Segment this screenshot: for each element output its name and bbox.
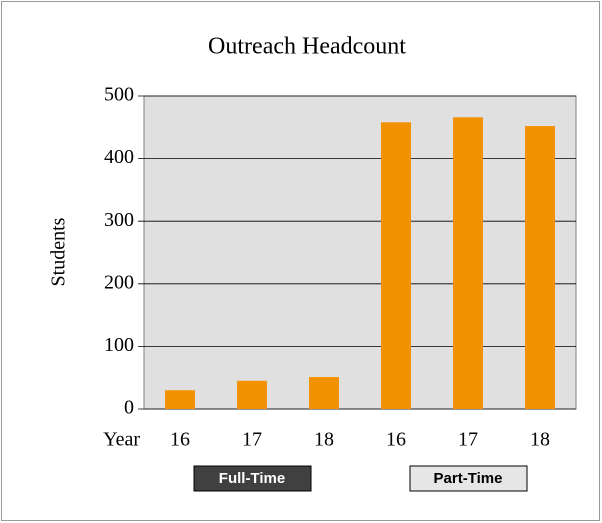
group-label: Part-Time xyxy=(434,470,503,487)
bar xyxy=(453,117,483,409)
group-box xyxy=(193,465,312,492)
group-box xyxy=(409,465,528,492)
group-label: Full-Time xyxy=(219,470,285,487)
x-tick-label: 16 xyxy=(170,429,190,451)
y-tick-label: 100 xyxy=(104,334,134,356)
x-axis-label: Year xyxy=(103,429,140,451)
bar xyxy=(237,380,267,409)
y-tick-label: 300 xyxy=(104,209,134,231)
y-tick-label: 500 xyxy=(104,84,134,106)
plot-area xyxy=(143,95,577,410)
bar xyxy=(165,390,195,409)
y-tick-label: 0 xyxy=(124,397,134,419)
bar xyxy=(309,377,339,409)
chart-title: Outreach Headcount xyxy=(208,34,406,60)
x-tick-label: 16 xyxy=(386,429,406,451)
x-tick-label: 17 xyxy=(242,429,262,451)
x-tick-label: 18 xyxy=(530,429,550,451)
bar xyxy=(525,126,555,409)
x-tick-label: 18 xyxy=(314,429,334,451)
y-axis-label: Students xyxy=(48,217,70,286)
bar xyxy=(381,122,411,410)
x-tick-label: 17 xyxy=(458,429,478,451)
y-tick-label: 200 xyxy=(104,271,134,293)
y-tick-label: 400 xyxy=(104,146,134,168)
